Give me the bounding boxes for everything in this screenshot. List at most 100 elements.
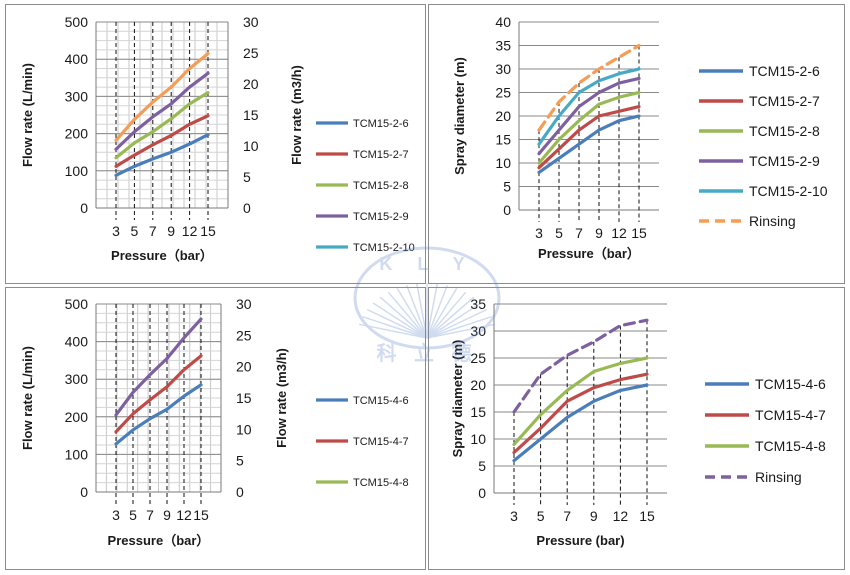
y-tick-label: 40 [495, 14, 511, 30]
legend-label-rinsing: Rinsing [755, 469, 802, 485]
x-tick-label: 3 [112, 507, 120, 523]
legend-label-tcm15-2-7: TCM15-2-7 [353, 149, 409, 161]
y-tick-label: 20 [495, 108, 511, 124]
x-tick-label: 7 [149, 223, 157, 239]
x-tick-label: 7 [146, 507, 154, 523]
watermark-ray [372, 302, 428, 339]
y2-tick-label: 5 [243, 169, 251, 185]
y-axis-label: Flow rate (L/min) [20, 63, 35, 167]
y2-tick-label: 20 [243, 76, 259, 92]
watermark-ray [426, 296, 475, 339]
y-axis-label: Flow rate (L/min) [20, 346, 35, 450]
y2-tick-label: 25 [243, 45, 259, 61]
watermark-ray [396, 287, 428, 339]
x-tick-label: 12 [613, 508, 629, 524]
x-tick-label: 3 [510, 508, 518, 524]
y-tick-label: 0 [80, 484, 88, 500]
watermark-ray [426, 302, 482, 339]
legend-label-tcm15-4-7: TCM15-4-7 [755, 407, 826, 423]
x-tick-label: 3 [112, 223, 120, 239]
watermark-ray [379, 296, 428, 339]
legend-label-tcm15-2-9: TCM15-2-9 [353, 211, 409, 223]
legend-label-tcm15-2-7: TCM15-2-7 [749, 93, 820, 109]
y2-tick-label: 25 [236, 327, 252, 343]
y-tick-label: 0 [80, 200, 88, 216]
series-line-tcm15-2-9 [537, 76, 641, 156]
x-axis-label: Pressure（bar） [538, 246, 640, 261]
watermark-ray [416, 283, 428, 339]
legend-label-tcm15-2-8: TCM15-2-8 [353, 180, 409, 192]
y2-axis-label: Flow rate (m3/h) [274, 348, 289, 448]
y-tick-label: 0 [478, 485, 486, 501]
legend-label-tcm15-4-8: TCM15-4-8 [353, 477, 409, 489]
y-tick-label: 500 [65, 14, 89, 30]
y-tick-label: 25 [495, 85, 511, 101]
y-tick-label: 30 [495, 61, 511, 77]
x-tick-label: 9 [590, 508, 598, 524]
x-tick-label: 5 [555, 225, 563, 241]
y-tick-label: 10 [470, 431, 486, 447]
y2-tick-label: 20 [236, 359, 252, 375]
y-tick-label: 400 [65, 334, 89, 350]
watermark-ray [359, 323, 428, 339]
x-tick-label: 7 [575, 225, 583, 241]
series-line-tcm15-2-10 [114, 52, 210, 142]
series-line-tcm15-2-7 [114, 114, 210, 168]
legend-label-tcm15-2-10: TCM15-2-10 [749, 183, 828, 199]
y2-tick-label: 30 [236, 296, 252, 312]
x-tick-label: 15 [639, 508, 655, 524]
series-line-tcm15-4-7 [114, 354, 203, 434]
company-logo-watermark: K L Y 科 立 德 [353, 246, 501, 365]
watermark-ray [426, 323, 495, 339]
watermark-ray [426, 285, 448, 339]
watermark-text: 科 立 德 [376, 341, 477, 365]
y-tick-label: 500 [65, 296, 89, 312]
x-tick-label: 15 [193, 507, 209, 523]
series-line-tcm15-2-10 [537, 67, 641, 146]
y-axis-label: Spray diameter (m) [452, 57, 467, 175]
y2-tick-label: 30 [243, 14, 259, 30]
legend-label-tcm15-4-8: TCM15-4-8 [755, 438, 826, 454]
y2-tick-label: 10 [243, 138, 259, 154]
y-tick-label: 30 [470, 323, 486, 339]
series-line-tcm15-2-6 [114, 133, 210, 177]
y-tick-label: 15 [470, 404, 486, 420]
series-line-tcm15-4-8 [114, 317, 203, 417]
x-tick-label: 9 [595, 225, 603, 241]
watermark-ray [426, 283, 438, 339]
y-tick-label: 100 [65, 446, 89, 462]
legend-label-tcm15-2-6: TCM15-2-6 [749, 63, 820, 79]
y2-tick-label: 0 [236, 484, 244, 500]
watermark-ray [387, 291, 428, 339]
x-tick-label: 5 [537, 508, 545, 524]
y-axis-label: Spray diameter (m) [450, 340, 465, 458]
x-tick-label: 7 [563, 508, 571, 524]
series-line-tcm15-4-6 [512, 383, 649, 463]
y-tick-label: 300 [65, 88, 89, 104]
x-tick-label: 5 [129, 507, 137, 523]
series-line-tcm15-4-7 [512, 372, 649, 455]
watermark-ray [426, 315, 492, 339]
y-tick-label: 200 [65, 409, 89, 425]
y-tick-label: 15 [495, 132, 511, 148]
legend-label-tcm15-4-7: TCM15-4-7 [353, 436, 409, 448]
chart-panel-top-left: 0 100 200 300 400 500 0 5 10 15 20 25 30 3 5 7 9 12 15 Flow… [5, 4, 426, 284]
legend-label-tcm15-4-6: TCM15-4-6 [353, 395, 409, 407]
y-tick-label: 5 [478, 458, 486, 474]
x-tick-label: 3 [535, 225, 543, 241]
watermark-ray [426, 308, 488, 339]
legend-label-tcm15-2-9: TCM15-2-9 [749, 153, 820, 169]
y2-tick-label: 10 [236, 421, 252, 437]
series-line-tcm15-2-9 [114, 71, 210, 151]
y-tick-label: 10 [495, 155, 511, 171]
chart-panel-top-right: 0 5 10 15 20 25 30 35 40 3 5 7 9 12 15 Spray diameter (… [428, 4, 845, 284]
watermark-ray [426, 287, 458, 339]
y2-tick-label: 15 [243, 107, 259, 123]
series-line-tcm15-4-6 [114, 383, 203, 446]
series-line-rinsing [512, 318, 649, 414]
x-axis-label: Pressure（bar） [111, 248, 213, 263]
y2-axis-label: Flow rate (m3/h) [289, 65, 304, 165]
x-tick-label: 9 [167, 223, 175, 239]
watermark-ray [426, 291, 467, 339]
